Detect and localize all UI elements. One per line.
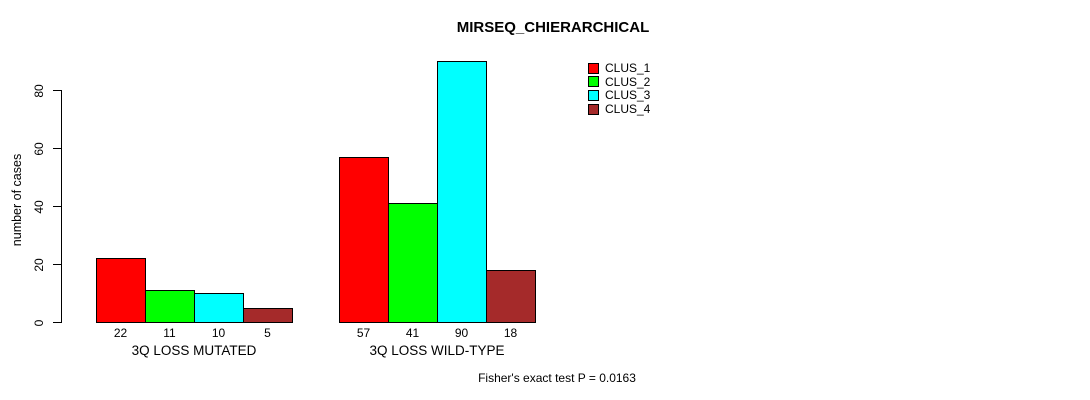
chart-title: MIRSEQ_CHIERARCHICAL [456, 19, 650, 36]
bar-value-label: 10 [211, 326, 226, 340]
bar-value-label: 90 [454, 326, 469, 340]
legend-label: CLUS_2 [605, 74, 651, 89]
y-tick-label: 40 [32, 199, 46, 214]
legend-swatch-icon [588, 76, 599, 88]
bar [388, 203, 438, 323]
y-tick-mark [53, 148, 61, 149]
bar-value-label: 5 [264, 326, 271, 340]
y-tick-label: 20 [32, 257, 46, 272]
y-tick-label: 60 [32, 141, 46, 156]
category-label: 3Q LOSS MUTATED [131, 343, 257, 358]
bar [96, 258, 146, 323]
bar [145, 290, 195, 323]
y-tick-mark [53, 322, 61, 323]
legend-label: CLUS_1 [605, 61, 651, 75]
annotation-fisher-test: Fisher's exact test P = 0.0163 [478, 371, 636, 385]
bar [437, 61, 487, 323]
y-tick-mark [53, 264, 61, 265]
y-tick-label: 0 [32, 319, 46, 326]
bar-value-label: 57 [356, 326, 371, 340]
y-axis-line [61, 90, 62, 323]
legend-swatch-icon [588, 62, 599, 74]
bar [243, 307, 293, 323]
bar-value-label: 22 [113, 326, 128, 340]
bar [339, 156, 389, 323]
legend-label: CLUS_4 [605, 102, 651, 117]
legend-item: CLUS_4 [588, 103, 650, 115]
legend-label: CLUS_3 [605, 88, 651, 103]
legend-item: CLUS_3 [588, 89, 650, 101]
category-label: 3Q LOSS WILD-TYPE [369, 343, 505, 358]
bar-value-label: 41 [405, 326, 420, 340]
legend-swatch-icon [588, 89, 599, 101]
y-tick-label: 80 [32, 83, 46, 98]
bar [194, 293, 244, 323]
legend-item: CLUS_2 [588, 76, 650, 88]
y-tick-mark [53, 206, 61, 207]
bar-value-label: 11 [163, 326, 176, 340]
legend-item: CLUS_1 [588, 62, 650, 74]
bar-value-label: 18 [503, 326, 518, 340]
legend-swatch-icon [588, 103, 599, 115]
y-tick-mark [53, 90, 61, 91]
bar [486, 269, 536, 323]
y-axis-label: number of cases [10, 153, 24, 247]
